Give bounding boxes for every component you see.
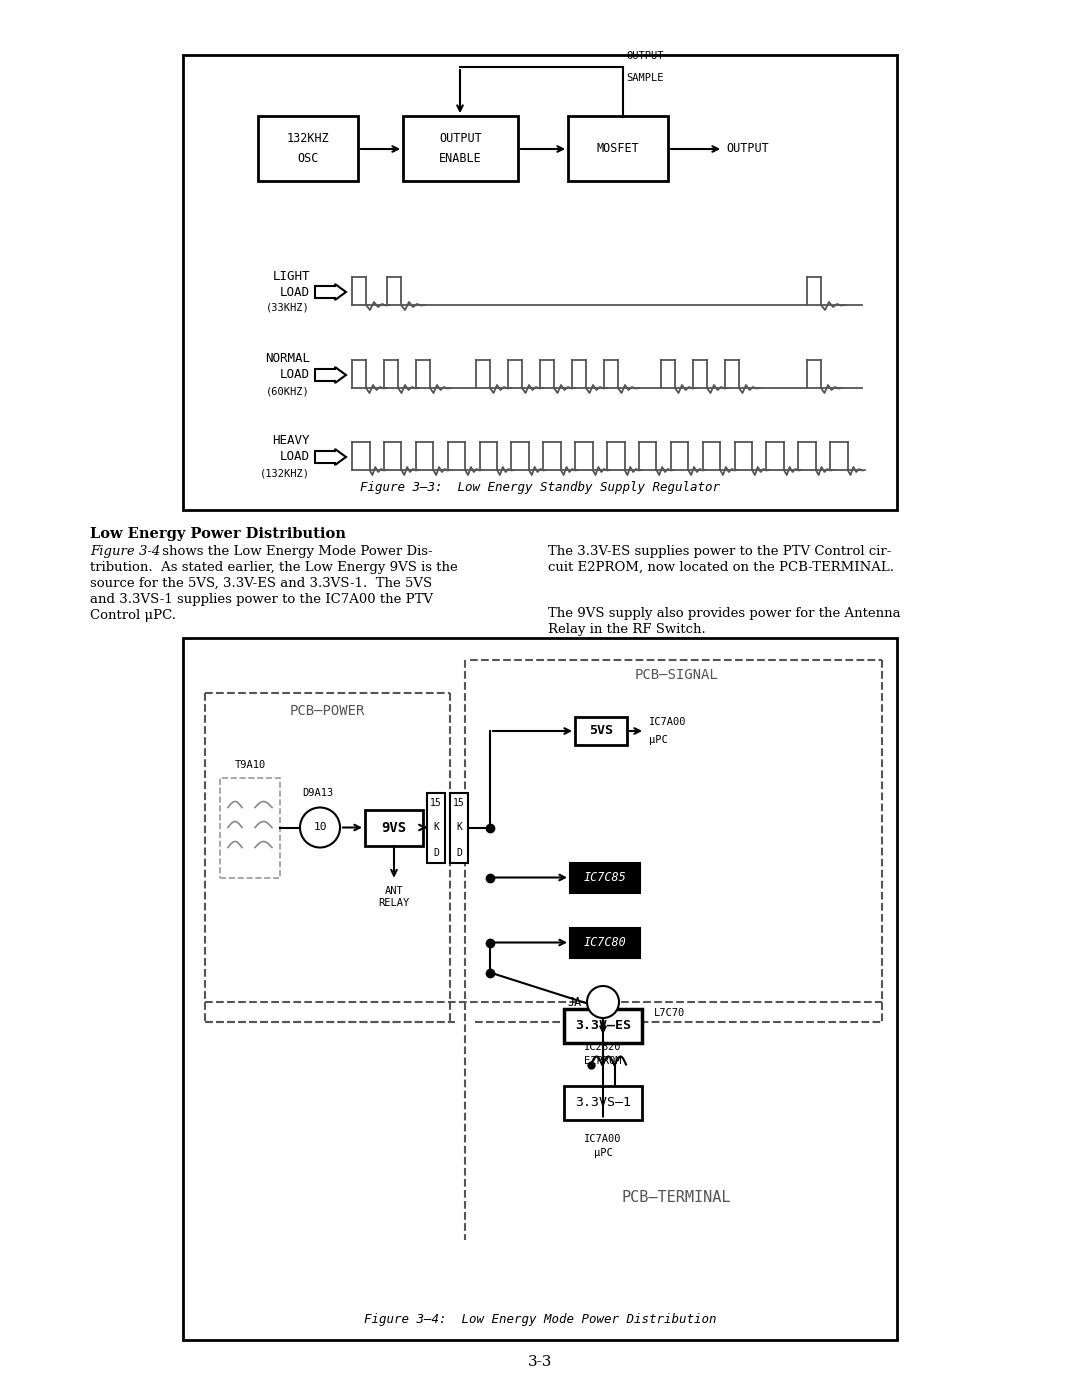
Text: 3-3: 3-3: [528, 1355, 552, 1369]
Bar: [427, 792, 445, 862]
Text: 5VS: 5VS: [589, 725, 613, 738]
Text: μPC: μPC: [594, 1147, 612, 1158]
Text: JA: JA: [568, 996, 582, 1009]
Text: Low Energy Power Distribution: Low Energy Power Distribution: [90, 527, 346, 541]
Text: Control μPC.: Control μPC.: [90, 609, 176, 622]
Text: source for the 5VS, 3.3V-ES and 3.3VS-1.  The 5VS: source for the 5VS, 3.3V-ES and 3.3VS-1.…: [90, 577, 432, 590]
Text: IC7C85: IC7C85: [583, 870, 626, 884]
Text: OUTPUT: OUTPUT: [440, 131, 482, 145]
Text: IC2B20: IC2B20: [584, 1042, 622, 1052]
Text: μPC: μPC: [649, 735, 667, 745]
Text: tribution.  As stated earlier, the Low Energy 9VS is the: tribution. As stated earlier, the Low En…: [90, 562, 458, 574]
Text: PCB–SIGNAL: PCB–SIGNAL: [634, 668, 718, 682]
Text: 15: 15: [454, 798, 464, 807]
Text: (33KHZ): (33KHZ): [267, 303, 310, 313]
Text: Figure 3–4:  Low Energy Mode Power Distribution: Figure 3–4: Low Energy Mode Power Distri…: [364, 1313, 716, 1327]
Text: E2PROM: E2PROM: [584, 1056, 622, 1066]
Text: LOAD: LOAD: [280, 369, 310, 381]
Text: K: K: [433, 823, 438, 833]
Bar: [575, 717, 627, 745]
Bar: [183, 638, 897, 1340]
Bar: [564, 1009, 642, 1042]
Text: 15: 15: [430, 798, 442, 807]
Text: T9A10: T9A10: [234, 760, 266, 770]
Text: D: D: [433, 848, 438, 858]
Text: cuit E2PROM, now located on the PCB-TERMINAL.: cuit E2PROM, now located on the PCB-TERM…: [548, 562, 894, 574]
Text: 10: 10: [313, 823, 327, 833]
Bar: [258, 116, 357, 182]
Text: ANT: ANT: [384, 886, 403, 895]
Text: RELAY: RELAY: [378, 898, 409, 908]
Circle shape: [588, 986, 619, 1018]
Text: D: D: [456, 848, 462, 858]
Text: D9A13: D9A13: [302, 788, 334, 798]
FancyArrow shape: [315, 367, 346, 383]
Text: (60KHZ): (60KHZ): [267, 386, 310, 395]
Text: OUTPUT: OUTPUT: [626, 52, 663, 61]
Bar: [564, 1085, 642, 1119]
Bar: [450, 792, 468, 862]
Text: 132KHZ: 132KHZ: [286, 131, 329, 145]
Text: K: K: [456, 823, 462, 833]
Text: and 3.3VS-1 supplies power to the IC7A00 the PTV: and 3.3VS-1 supplies power to the IC7A00…: [90, 592, 433, 606]
Bar: [220, 778, 280, 877]
Text: 9VS: 9VS: [381, 820, 406, 834]
Bar: [570, 862, 640, 893]
Bar: [183, 54, 897, 510]
Text: shows the Low Energy Mode Power Dis-: shows the Low Energy Mode Power Dis-: [158, 545, 433, 557]
Text: ENABLE: ENABLE: [440, 152, 482, 165]
Text: LOAD: LOAD: [280, 450, 310, 464]
Text: MOSFET: MOSFET: [596, 142, 639, 155]
Text: PCB–TERMINAL: PCB–TERMINAL: [621, 1189, 731, 1204]
Text: OSC: OSC: [297, 152, 319, 165]
Text: (132KHZ): (132KHZ): [260, 468, 310, 478]
Bar: [403, 116, 518, 182]
Text: IC7A00: IC7A00: [649, 717, 687, 726]
Text: 3: 3: [599, 996, 607, 1009]
Text: LOAD: LOAD: [280, 285, 310, 299]
Text: Figure 3-4: Figure 3-4: [90, 545, 160, 557]
Text: The 9VS supply also provides power for the Antenna: The 9VS supply also provides power for t…: [548, 608, 901, 620]
Text: Relay in the RF Switch.: Relay in the RF Switch.: [548, 623, 705, 636]
FancyArrow shape: [315, 284, 346, 300]
FancyArrow shape: [315, 448, 346, 465]
Text: 3.3VS–1: 3.3VS–1: [575, 1097, 631, 1109]
Text: The 3.3V-ES supplies power to the PTV Control cir-: The 3.3V-ES supplies power to the PTV Co…: [548, 545, 891, 557]
Text: LIGHT: LIGHT: [272, 270, 310, 282]
Text: IC7A00: IC7A00: [584, 1133, 622, 1144]
Text: SAMPLE: SAMPLE: [626, 73, 663, 82]
Text: PCB–POWER: PCB–POWER: [289, 704, 365, 718]
Bar: [365, 809, 423, 845]
Bar: [570, 928, 640, 957]
Text: NORMAL: NORMAL: [265, 352, 310, 366]
Text: L7C70: L7C70: [654, 1007, 685, 1017]
Circle shape: [300, 807, 340, 848]
Text: OUTPUT: OUTPUT: [726, 142, 769, 155]
Text: HEAVY: HEAVY: [272, 434, 310, 447]
Text: Figure 3–3:  Low Energy Standby Supply Regulator: Figure 3–3: Low Energy Standby Supply Re…: [360, 482, 720, 495]
Text: 3.3V–ES: 3.3V–ES: [575, 1018, 631, 1032]
Bar: [568, 116, 669, 182]
Text: IC7C80: IC7C80: [583, 936, 626, 949]
